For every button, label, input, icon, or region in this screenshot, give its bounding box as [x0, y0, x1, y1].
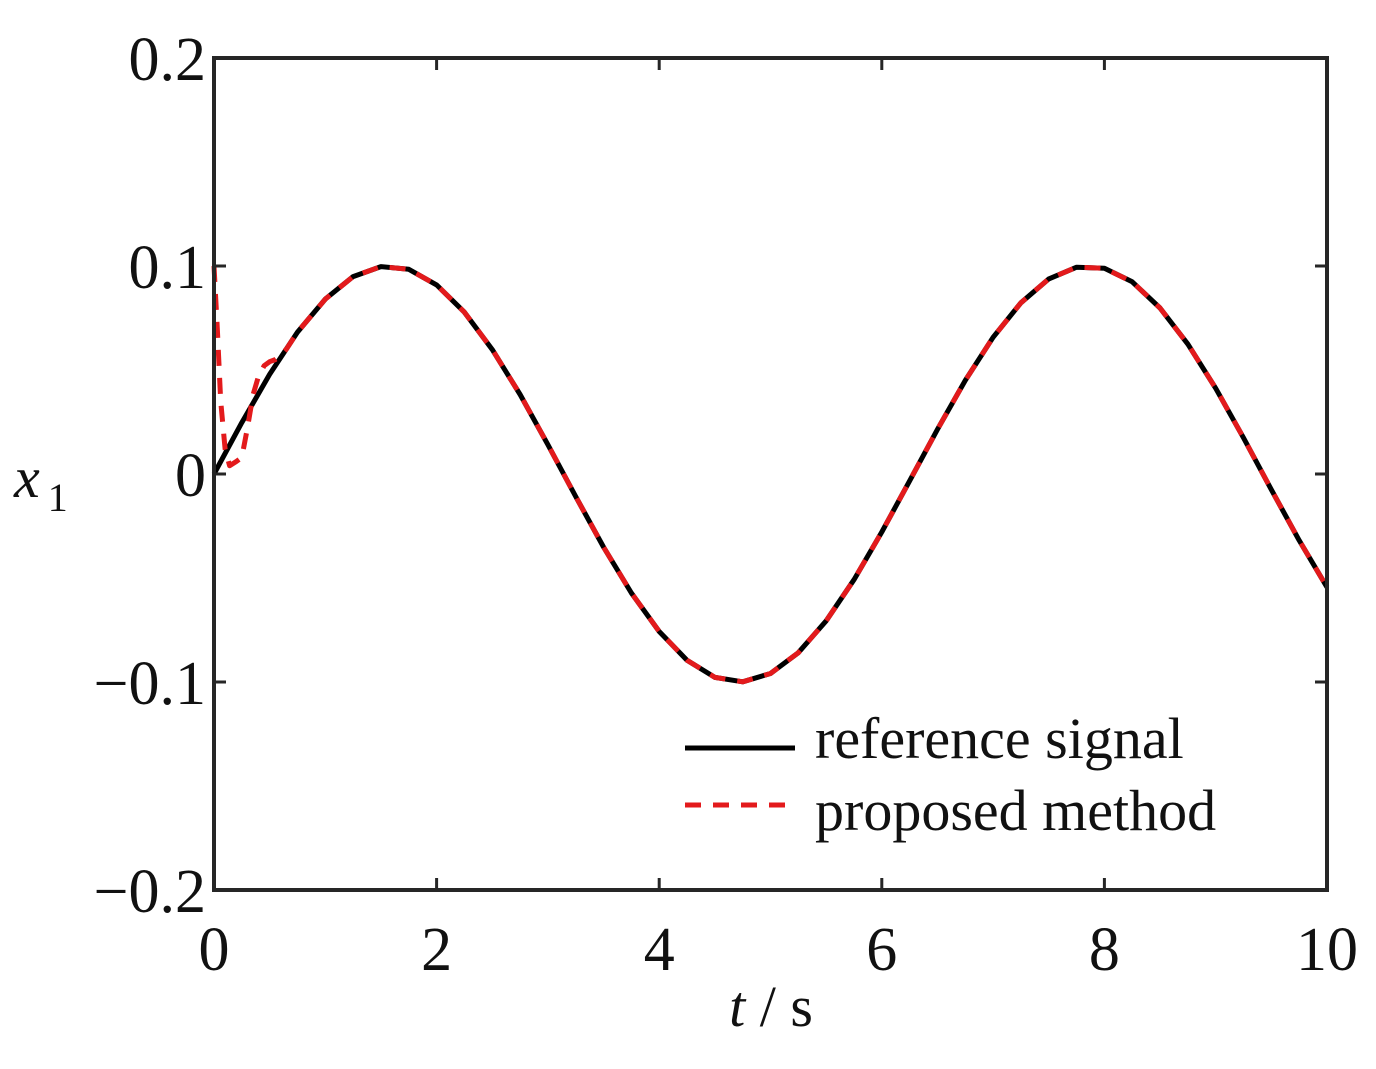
- x-tick-label: 4: [644, 916, 675, 984]
- x-axis-label-unit: s: [790, 974, 813, 1039]
- y-tick-label: −0.2: [94, 858, 206, 926]
- x-axis-label: t / s: [729, 974, 813, 1039]
- series-line-reference-signal: [211, 264, 1330, 685]
- legend-label-reference-signal: reference signal: [815, 706, 1184, 771]
- x-tick-label: 0: [199, 916, 230, 984]
- x-tick-label: 10: [1296, 916, 1358, 984]
- y-axis-label-var: x: [13, 445, 40, 510]
- tick-labels: 0 2 4 6 8 10 −0.2 −0.1 0 0.1 0.2: [94, 26, 1358, 984]
- y-tick-label: 0.1: [129, 234, 207, 302]
- x-axis-label-var: t: [729, 974, 747, 1039]
- plot-lines: [211, 264, 1330, 685]
- y-tick-label: 0: [175, 442, 206, 510]
- legend-label-proposed-method: proposed method: [815, 778, 1216, 843]
- x-tick-label: 2: [421, 916, 452, 984]
- y-tick-label: 0.2: [129, 26, 207, 94]
- y-tick-label: −0.1: [94, 650, 206, 718]
- legend: reference signal proposed method: [685, 706, 1216, 843]
- x-tick-label: 8: [1089, 916, 1120, 984]
- series-line-proposed-method: [211, 264, 1330, 685]
- y-axis-label-subscript: 1: [48, 475, 68, 520]
- x-tick-label: 6: [866, 916, 897, 984]
- plot-frame: [212, 56, 1329, 892]
